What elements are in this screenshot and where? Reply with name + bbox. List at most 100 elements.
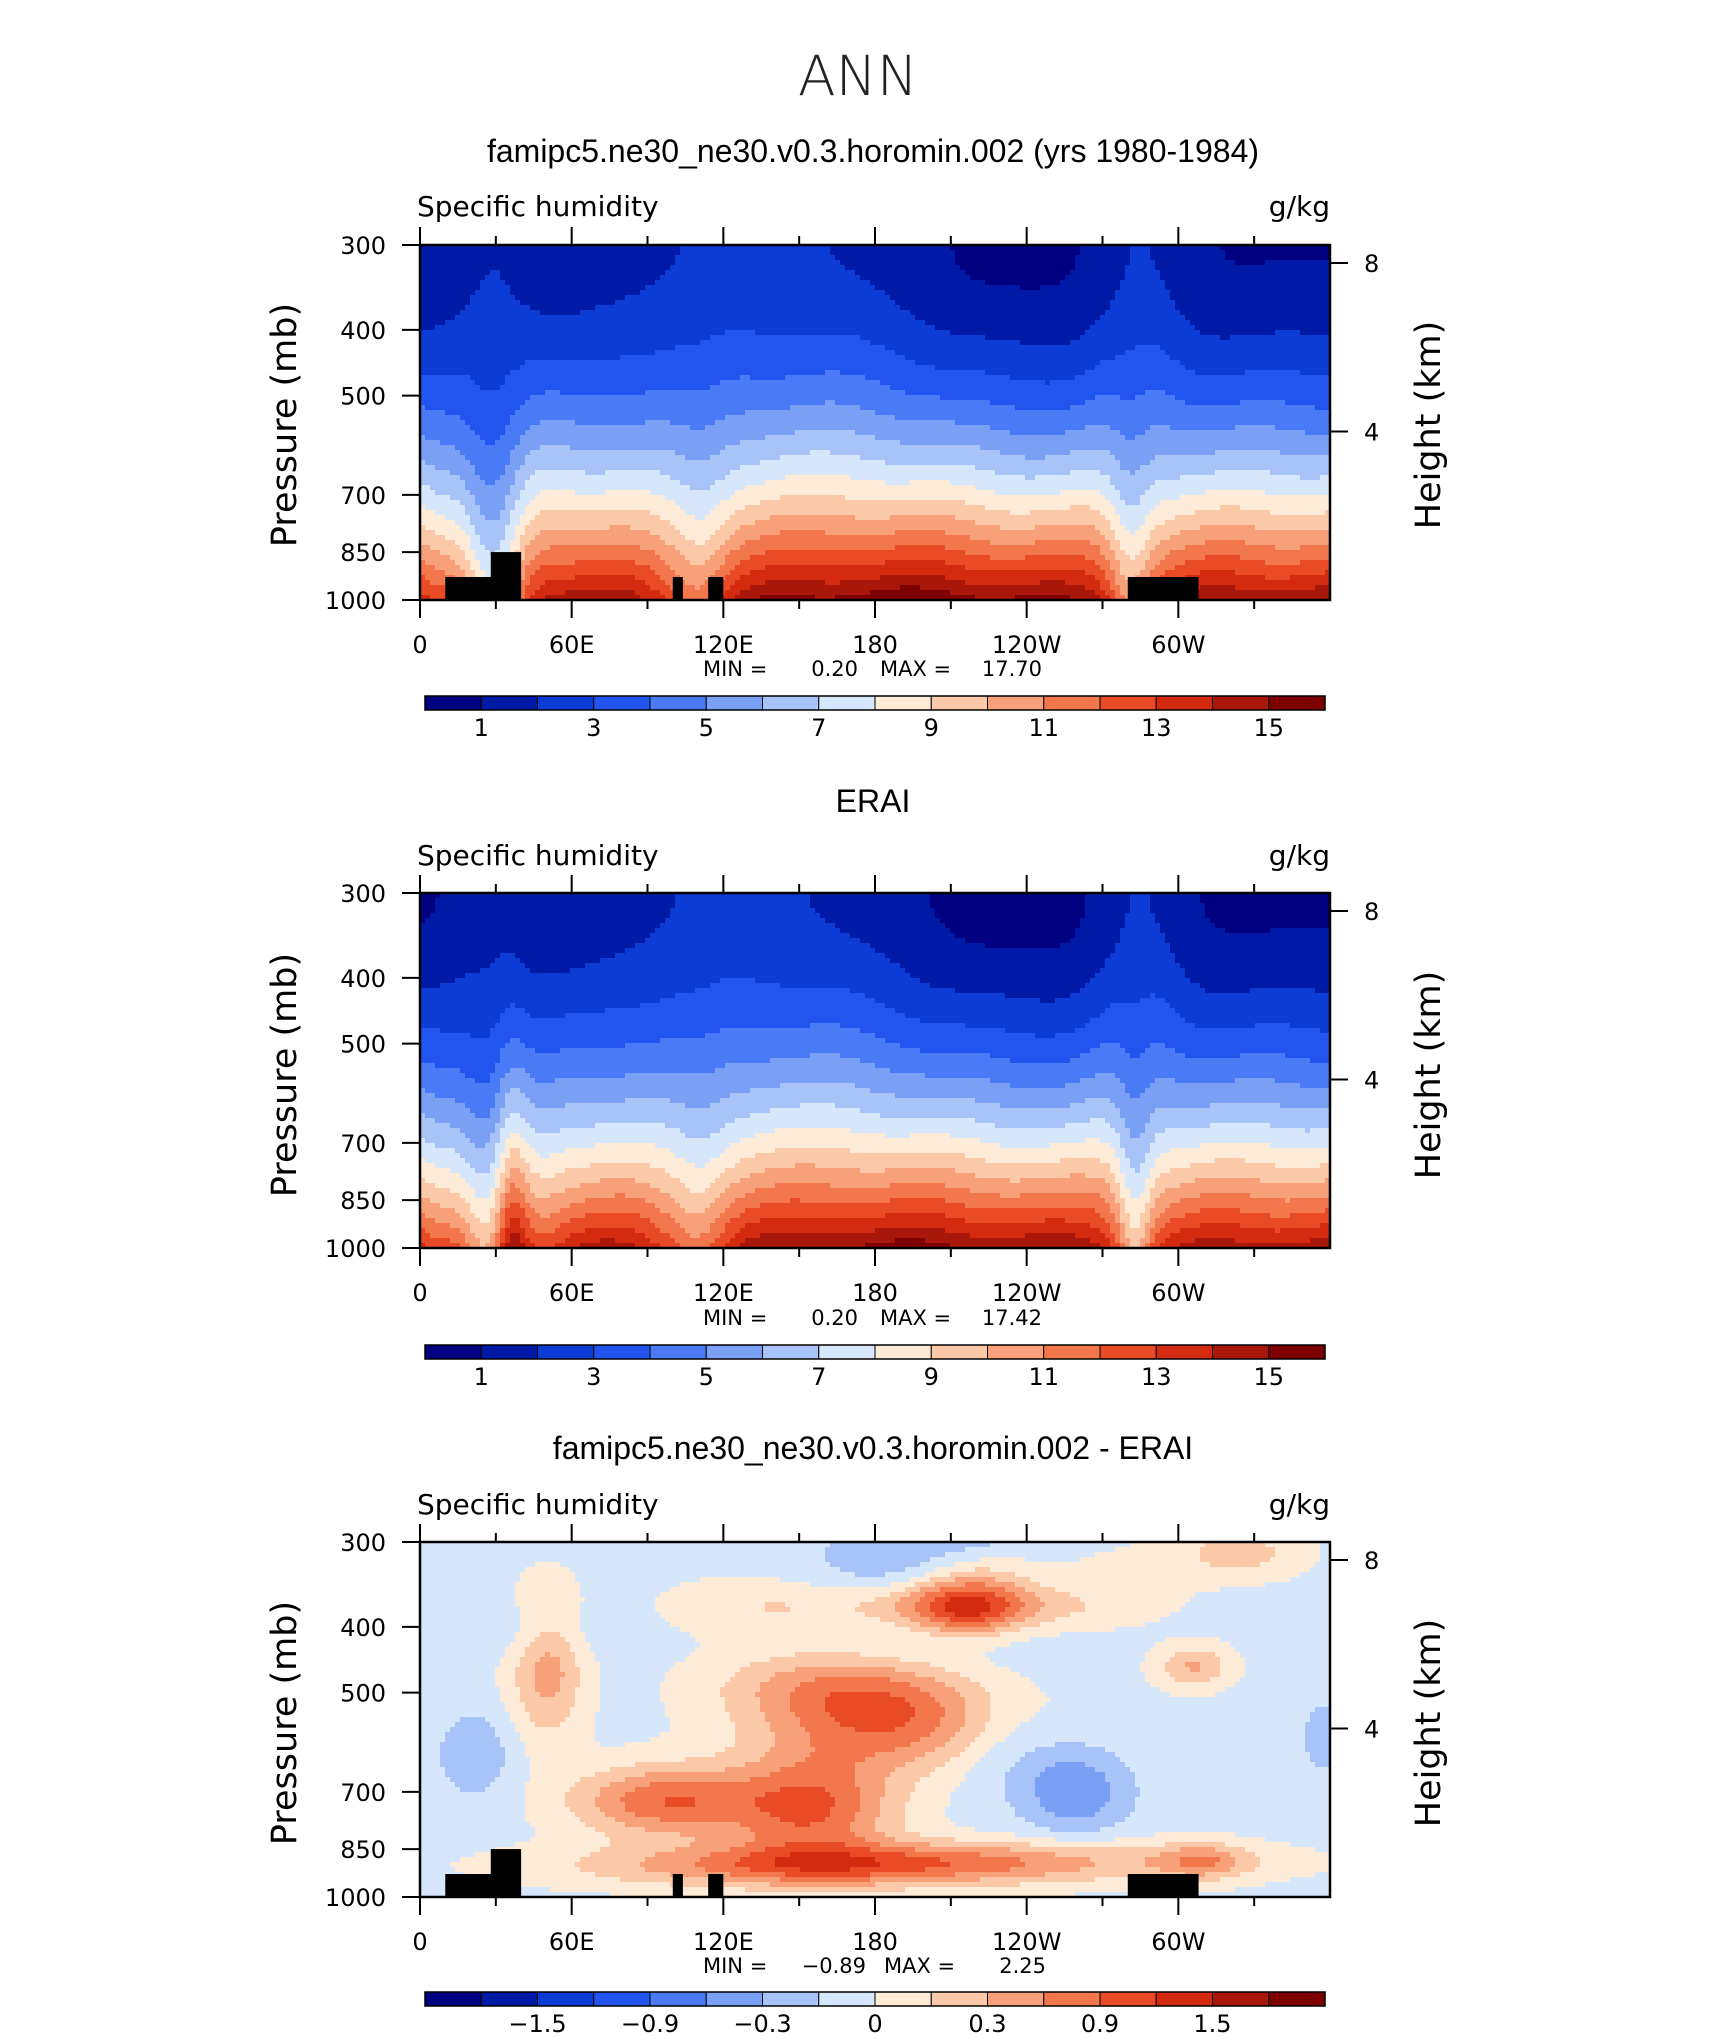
contour-cell: [635, 305, 641, 311]
contour-cell: [490, 360, 496, 366]
contour-cell: [980, 320, 986, 326]
contour-cell: [945, 260, 951, 266]
contour-cell: [1000, 310, 1006, 316]
contour-cell: [1010, 350, 1016, 356]
contour-cell: [985, 325, 991, 331]
contour-cell: [1060, 270, 1066, 276]
contour-cell: [880, 250, 886, 256]
contour-cell: [565, 270, 571, 276]
contour-cell: [1210, 290, 1216, 296]
contour-cell: [665, 305, 671, 311]
contour-cell: [615, 255, 621, 261]
contour-cell: [545, 255, 551, 261]
contour-cell: [650, 320, 656, 326]
contour-cell: [805, 330, 811, 336]
contour-cell: [740, 340, 746, 346]
contour-cell: [810, 280, 816, 286]
contour-cell: [1040, 285, 1046, 291]
contour-cell: [1080, 255, 1086, 261]
contour-cell: [635, 315, 641, 321]
contour-cell: [730, 355, 736, 361]
contour-cell: [895, 315, 901, 321]
contour-cell: [590, 330, 596, 336]
contour-cell: [635, 255, 641, 261]
contour-cell: [705, 255, 711, 261]
contour-cell: [565, 305, 571, 311]
contour-cell: [605, 285, 611, 291]
contour-cell: [1110, 345, 1116, 351]
contour-cell: [550, 350, 556, 356]
contour-cell: [925, 270, 931, 276]
contour-cell: [1080, 270, 1086, 276]
contour-cell: [485, 320, 491, 326]
contour-cell: [455, 320, 461, 326]
contour-cell: [550, 275, 556, 281]
contour-cell: [865, 320, 871, 326]
contour-cell: [530, 265, 536, 271]
contour-cell: [945, 340, 951, 346]
contour-cell: [1240, 320, 1246, 326]
contour-cell: [540, 270, 546, 276]
contour-cell: [800, 355, 806, 361]
contour-cell: [815, 345, 821, 351]
contour-cell: [650, 280, 656, 286]
contour-cell: [1190, 330, 1196, 336]
contour-cell: [1180, 330, 1186, 336]
contour-cell: [1200, 345, 1206, 351]
contour-cell: [675, 285, 681, 291]
contour-cell: [1055, 255, 1061, 261]
contour-cell: [980, 270, 986, 276]
contour-cell: [815, 315, 821, 321]
contour-cell: [995, 315, 1001, 321]
contour-cell: [1025, 320, 1031, 326]
contour-cell: [1095, 340, 1101, 346]
contour-cell: [1280, 250, 1286, 256]
contour-cell: [1280, 330, 1286, 336]
contour-cell: [1105, 295, 1111, 301]
contour-cell: [670, 355, 676, 361]
contour-cell: [1130, 295, 1136, 301]
contour-cell: [1115, 260, 1121, 266]
contour-cell: [1115, 335, 1121, 341]
contour-cell: [795, 275, 801, 281]
contour-cell: [600, 340, 606, 346]
contour-cell: [710, 255, 716, 261]
contour-cell: [875, 310, 881, 316]
contour-cell: [440, 270, 446, 276]
contour-cell: [1130, 345, 1136, 351]
contour-cell: [745, 350, 751, 356]
contour-cell: [585, 340, 591, 346]
contour-cell: [980, 275, 986, 281]
contour-cell: [1275, 285, 1281, 291]
contour-cell: [480, 350, 486, 356]
contour-cell: [535, 335, 541, 341]
contour-cell: [560, 295, 566, 301]
contour-cell: [1070, 340, 1076, 346]
contour-cell: [675, 315, 681, 321]
contour-cell: [500, 360, 506, 366]
contour-cell: [1285, 310, 1291, 316]
contour-cell: [995, 350, 1001, 356]
contour-cell: [1260, 260, 1266, 266]
contour-cell: [1090, 320, 1096, 326]
contour-cell: [1250, 250, 1256, 256]
contour-cell: [440, 360, 446, 366]
contour-cell: [605, 325, 611, 331]
contour-cell: [465, 350, 471, 356]
contour-cell: [460, 345, 466, 351]
contour-cell: [840, 260, 846, 266]
contour-cell: [650, 270, 656, 276]
contour-cell: [695, 300, 701, 306]
contour-cell: [935, 260, 941, 266]
contour-cell: [520, 255, 526, 261]
contour-cell: [965, 270, 971, 276]
contour-cell: [540, 340, 546, 346]
contour-cell: [450, 300, 456, 306]
contour-cell: [440, 315, 446, 321]
contour-cell: [1155, 320, 1161, 326]
contour-cell: [520, 250, 526, 256]
contour-cell: [880, 280, 886, 286]
contour-cell: [1060, 255, 1066, 261]
contour-cell: [730, 345, 736, 351]
contour-cell: [775, 280, 781, 286]
